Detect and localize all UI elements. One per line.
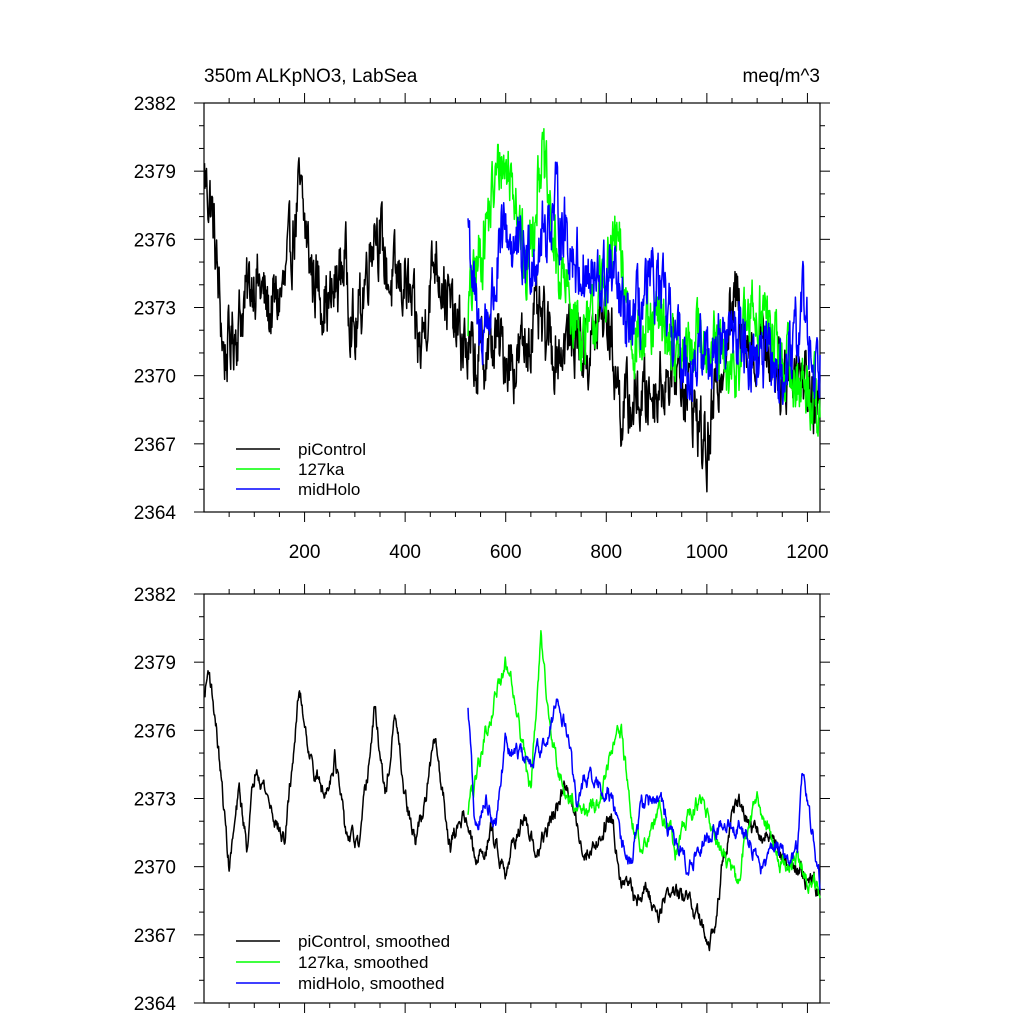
y-tick-label: 2370 bbox=[134, 367, 176, 388]
series-line-3 bbox=[467, 698, 821, 891]
legend-label: piControl, smoothed bbox=[298, 932, 450, 951]
y-tick-label: 2364 bbox=[134, 503, 177, 524]
x-tick-label: 400 bbox=[389, 542, 421, 563]
x-tick-labels: 200 400 600 800 1000 1200 bbox=[289, 542, 829, 563]
series-line-2 bbox=[467, 128, 821, 437]
units-label: meq/m^3 bbox=[742, 66, 820, 87]
legend-label: 127ka, smoothed bbox=[298, 953, 428, 972]
chart-title: 350m ALKpNO3, LabSea bbox=[204, 66, 418, 87]
series-line-1 bbox=[203, 670, 821, 952]
y-tick-label: 2376 bbox=[134, 230, 176, 251]
y-tick-label: 2367 bbox=[134, 435, 176, 456]
y-tick-label: 2370 bbox=[134, 858, 176, 879]
legend: piControl, smoothed 127ka, smoothed midHol… bbox=[236, 932, 450, 993]
axis-ticks bbox=[194, 584, 830, 1013]
series-lines bbox=[203, 128, 821, 493]
top-panel: 350m ALKpNO3, LabSea meq/m^3 2364 2367 237… bbox=[134, 66, 830, 563]
x-tick-label: 800 bbox=[590, 542, 622, 563]
x-tick-label: 1200 bbox=[786, 542, 828, 563]
y-tick-label: 2373 bbox=[134, 299, 176, 320]
y-tick-label: 2376 bbox=[134, 721, 176, 742]
y-tick-label: 2364 bbox=[134, 994, 177, 1015]
x-tick-label: 1000 bbox=[686, 542, 728, 563]
y-tick-label: 2379 bbox=[134, 653, 176, 674]
series-line-2 bbox=[467, 630, 821, 899]
series-line-1 bbox=[203, 157, 821, 493]
bottom-panel: 2364 2367 2370 2373 2376 2379 2382 piControl, … bbox=[134, 584, 830, 1015]
x-tick-label: 600 bbox=[490, 542, 522, 563]
y-tick-labels: 2364 2367 2370 2373 2376 2379 2382 bbox=[134, 585, 177, 1015]
y-tick-label: 2382 bbox=[134, 585, 176, 606]
y-tick-label: 2367 bbox=[134, 926, 176, 947]
legend-label: piControl bbox=[298, 440, 366, 459]
axis-ticks bbox=[194, 93, 830, 522]
series-line-3 bbox=[467, 161, 821, 406]
y-tick-labels: 2364 2367 2370 2373 2376 2379 2382 bbox=[134, 94, 177, 524]
legend-label: midHolo bbox=[298, 480, 360, 499]
series-lines bbox=[203, 630, 821, 952]
legend-label: 127ka bbox=[298, 460, 345, 479]
legend-label: midHolo, smoothed bbox=[298, 974, 444, 993]
y-tick-label: 2382 bbox=[134, 94, 176, 115]
y-tick-label: 2379 bbox=[134, 162, 176, 183]
y-tick-label: 2373 bbox=[134, 790, 176, 811]
x-tick-label: 200 bbox=[289, 542, 321, 563]
